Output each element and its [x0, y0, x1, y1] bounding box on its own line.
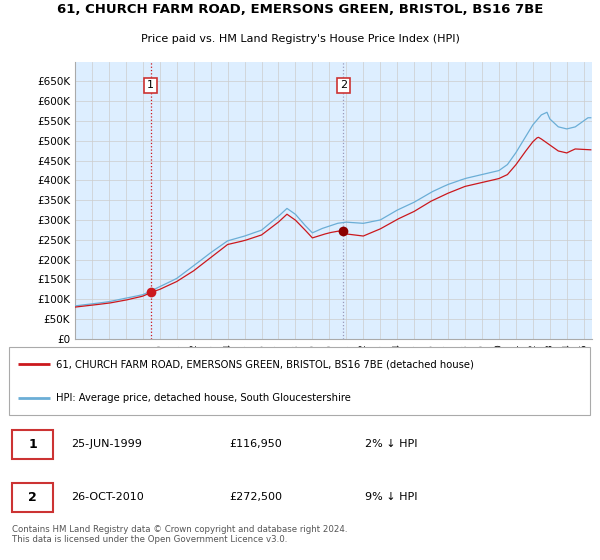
Text: 61, CHURCH FARM ROAD, EMERSONS GREEN, BRISTOL, BS16 7BE: 61, CHURCH FARM ROAD, EMERSONS GREEN, BR… [57, 3, 543, 16]
Text: 2% ↓ HPI: 2% ↓ HPI [365, 440, 417, 449]
Text: 2: 2 [28, 491, 37, 504]
FancyBboxPatch shape [12, 483, 53, 512]
Text: 9% ↓ HPI: 9% ↓ HPI [365, 492, 417, 502]
Text: 1: 1 [28, 438, 37, 451]
Text: 26-OCT-2010: 26-OCT-2010 [71, 492, 143, 502]
FancyBboxPatch shape [12, 430, 53, 459]
Text: £272,500: £272,500 [229, 492, 283, 502]
Text: HPI: Average price, detached house, South Gloucestershire: HPI: Average price, detached house, Sout… [56, 393, 351, 403]
Text: 1: 1 [147, 80, 154, 90]
Text: 61, CHURCH FARM ROAD, EMERSONS GREEN, BRISTOL, BS16 7BE (detached house): 61, CHURCH FARM ROAD, EMERSONS GREEN, BR… [56, 359, 474, 369]
Text: 2: 2 [340, 80, 347, 90]
Text: 25-JUN-1999: 25-JUN-1999 [71, 440, 142, 449]
Text: £116,950: £116,950 [229, 440, 282, 449]
Text: Contains HM Land Registry data © Crown copyright and database right 2024.
This d: Contains HM Land Registry data © Crown c… [12, 525, 347, 544]
FancyBboxPatch shape [9, 347, 590, 415]
Text: Price paid vs. HM Land Registry's House Price Index (HPI): Price paid vs. HM Land Registry's House … [140, 34, 460, 44]
